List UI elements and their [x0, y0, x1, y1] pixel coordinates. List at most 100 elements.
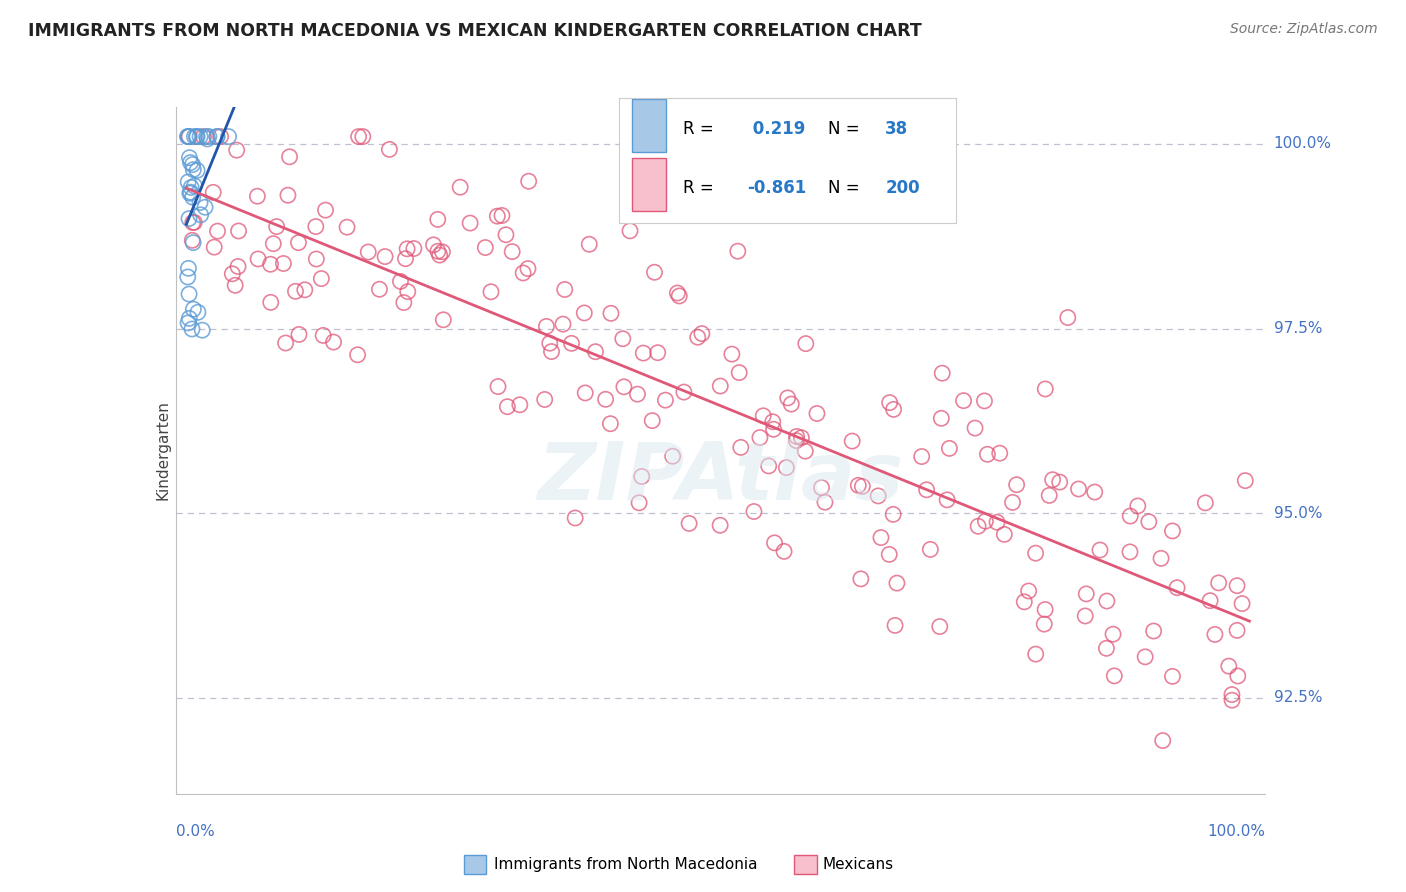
Point — [501, 244, 523, 259]
Text: -0.861: -0.861 — [747, 179, 806, 197]
Point — [458, 216, 481, 230]
Point — [1119, 509, 1142, 524]
Point — [1033, 382, 1056, 396]
Text: IMMIGRANTS FROM NORTH MACEDONIA VS MEXICAN KINDERGARTEN CORRELATION CHART: IMMIGRANTS FROM NORTH MACEDONIA VS MEXIC… — [28, 22, 922, 40]
Point — [432, 244, 454, 259]
Text: R =: R = — [683, 120, 718, 138]
Point — [209, 129, 232, 144]
Point — [346, 348, 368, 362]
Point — [177, 175, 200, 189]
Point — [1218, 659, 1240, 673]
Point — [357, 244, 380, 259]
Point — [1014, 595, 1036, 609]
Point — [183, 302, 205, 317]
Point — [1143, 624, 1166, 638]
Point — [595, 392, 617, 407]
Point — [311, 271, 333, 285]
Point — [181, 190, 204, 204]
Point — [666, 285, 689, 300]
Point — [225, 143, 247, 157]
Point — [177, 261, 200, 276]
Point — [806, 407, 828, 421]
Point — [727, 244, 749, 259]
Point — [262, 236, 284, 251]
Point — [988, 446, 1011, 460]
Point — [668, 289, 690, 303]
Point — [762, 415, 785, 429]
Point — [183, 129, 205, 144]
Point — [177, 129, 200, 144]
Point — [533, 392, 555, 407]
Point — [396, 285, 419, 299]
Point — [1161, 524, 1184, 538]
Point — [432, 313, 454, 327]
Text: 0.0%: 0.0% — [176, 824, 215, 839]
Point — [422, 238, 444, 252]
Point — [429, 248, 451, 262]
Text: R =: R = — [683, 179, 718, 197]
Point — [993, 527, 1015, 541]
Bar — [633, 158, 666, 211]
Point — [1056, 310, 1078, 325]
Point — [177, 316, 200, 330]
Point — [181, 216, 204, 230]
Point — [884, 618, 907, 632]
Point — [207, 224, 229, 238]
Point — [628, 496, 651, 510]
Point — [1018, 584, 1040, 599]
Point — [814, 495, 837, 509]
Point — [785, 434, 807, 448]
Point — [186, 129, 208, 144]
Point — [690, 326, 713, 341]
Point — [986, 515, 1008, 529]
Point — [849, 572, 872, 586]
Point — [336, 220, 359, 235]
Point — [188, 129, 211, 144]
Text: 97.5%: 97.5% — [1274, 321, 1322, 336]
Point — [654, 393, 676, 408]
Text: Mexicans: Mexicans — [823, 857, 894, 871]
Point — [928, 619, 950, 633]
Point — [347, 129, 370, 144]
Point — [1033, 602, 1056, 616]
Point — [1166, 581, 1188, 595]
Point — [181, 322, 204, 336]
Point — [1088, 543, 1111, 558]
Text: N =: N = — [828, 179, 865, 197]
Point — [1038, 488, 1060, 502]
Point — [600, 306, 623, 320]
Point — [512, 266, 534, 280]
Point — [976, 447, 998, 461]
Point — [643, 265, 665, 279]
Point — [936, 492, 959, 507]
Point — [841, 434, 863, 449]
Text: N =: N = — [828, 120, 865, 138]
Point — [1137, 515, 1160, 529]
Point — [536, 319, 558, 334]
Point — [1095, 594, 1118, 608]
Point — [758, 458, 780, 473]
Point — [763, 536, 786, 550]
Point — [221, 267, 243, 281]
Point — [915, 483, 938, 497]
Point — [1042, 473, 1064, 487]
Point — [394, 252, 416, 266]
Point — [1104, 669, 1126, 683]
Point — [495, 227, 517, 242]
Point — [794, 444, 817, 458]
Point — [1226, 624, 1249, 638]
Point — [776, 391, 799, 405]
Point — [1226, 669, 1249, 683]
Point — [564, 511, 586, 525]
Text: Source: ZipAtlas.com: Source: ZipAtlas.com — [1230, 22, 1378, 37]
Point — [938, 442, 960, 456]
Point — [274, 336, 297, 351]
Point — [538, 336, 561, 351]
Point — [967, 519, 990, 533]
Point — [177, 129, 200, 144]
Text: 100.0%: 100.0% — [1274, 136, 1331, 152]
Point — [1133, 649, 1156, 664]
Point — [762, 422, 785, 436]
Point — [402, 242, 425, 256]
Point — [931, 366, 953, 380]
